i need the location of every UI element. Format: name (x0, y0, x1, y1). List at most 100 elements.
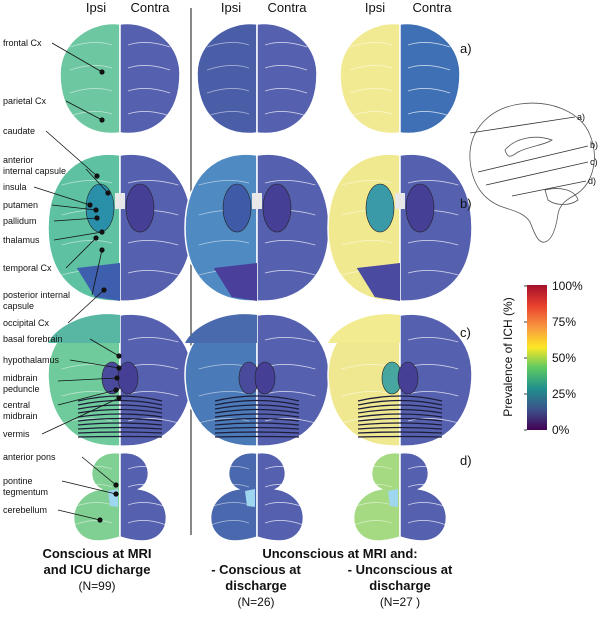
sulcus-line (210, 484, 250, 490)
sulcus-line (127, 88, 171, 94)
sulcus-line (264, 466, 304, 472)
sulcus-line (407, 240, 459, 246)
cut-line-b (477, 145, 589, 173)
folia-line (214, 404, 300, 410)
slice-b-contra-col3 (399, 153, 473, 302)
folia-line (357, 408, 443, 414)
colorbar-ticks (524, 285, 527, 431)
label-posterior-internal: posterior internal (3, 290, 70, 300)
sagittal-inner (504, 136, 553, 157)
sulcus-line (127, 418, 179, 424)
label-thalamus: thalamus (3, 235, 40, 245)
leader-dot-3 (105, 190, 111, 196)
leader-line-18 (57, 509, 101, 521)
leader-dot-7 (99, 229, 105, 235)
sagittal-label-b: b) (590, 140, 598, 150)
leader-dot-15 (116, 395, 122, 401)
sulcus-line (407, 88, 451, 94)
label-pontine: pontine (3, 476, 33, 486)
group2-right-line1: - Unconscious at (348, 562, 453, 577)
slice-a-ipsi-col1 (59, 22, 121, 135)
sulcus-line (69, 88, 113, 94)
group1-n: (N=99) (78, 579, 115, 593)
label-putamen: putamen (3, 200, 38, 210)
leader-line-15 (41, 397, 120, 435)
sulcus-line (264, 484, 304, 490)
colorbar: 100% 75% 50% 25% 0% Prevalence of ICH (%… (501, 279, 583, 437)
sulcus-line (407, 502, 447, 508)
sulcus-line (407, 270, 459, 276)
colorbar-tick-50: 50% (552, 351, 576, 365)
sulcus-line (353, 466, 393, 472)
sulcus-line (61, 180, 113, 186)
sulcus-line (127, 337, 179, 343)
leader-line-1 (65, 100, 103, 121)
region-leaders (33, 42, 122, 523)
forebrain-ipsi (48, 314, 120, 343)
occipital-ipsi (213, 263, 257, 301)
sulcus-line (206, 88, 250, 94)
group2-left-n: (N=26) (237, 595, 274, 609)
sulcus-line (127, 270, 179, 276)
column-headers: Ipsi Contra Ipsi Contra Ipsi Contra (86, 0, 452, 15)
folia-line (77, 404, 163, 410)
sulcus-line (127, 240, 179, 246)
group2-title: Unconscious at MRI and: (262, 546, 417, 561)
leader-dot-2 (94, 173, 100, 179)
header-contra-2: Contra (267, 0, 307, 15)
occipital-ipsi (76, 263, 120, 301)
folia-line (357, 399, 443, 406)
sulcus-line (407, 337, 459, 343)
sulcus-line (341, 418, 393, 424)
sulcus-line (73, 484, 113, 490)
slice-a-contra-col3 (399, 22, 461, 135)
sagittal-label-c: c) (590, 157, 598, 167)
folia-line (214, 399, 300, 406)
header-contra-3: Contra (412, 0, 452, 15)
header-ipsi-1: Ipsi (86, 0, 106, 15)
sulcus-line (264, 520, 304, 526)
folia-line (214, 417, 300, 422)
folia-line (357, 413, 443, 418)
header-contra-1: Contra (130, 0, 170, 15)
sulcus-line (127, 520, 167, 526)
label-anterior-pons: anterior pons (3, 452, 56, 462)
sagittal-label-a: a) (577, 112, 585, 122)
slice-c-contra-col3 (399, 313, 473, 447)
nuclei-contra (262, 183, 292, 233)
sulcus-line (127, 484, 167, 490)
sulcus-line (353, 520, 393, 526)
folia-line (214, 413, 300, 418)
slice-label-b: b) (460, 196, 472, 211)
folia-line (77, 413, 163, 418)
leader-dot-12 (116, 365, 122, 371)
midbrain-contra (397, 361, 419, 395)
folia-line (214, 426, 300, 430)
sulcus-line (341, 240, 393, 246)
sagittal-outline (469, 102, 595, 243)
label-capsule: capsule (3, 301, 34, 311)
label-cerebellum: cerebellum (3, 505, 47, 515)
sulcus-line (341, 180, 393, 186)
leader-line-8 (65, 237, 97, 269)
folia-line (77, 417, 163, 422)
label-vermis: vermis (3, 429, 30, 439)
slice-d-contra-col1 (119, 452, 168, 542)
occipital-ipsi (356, 263, 400, 301)
label-hypothalamus: hypothalamus (3, 355, 60, 365)
sulcus-line (264, 180, 316, 186)
sulcus-line (73, 502, 113, 508)
group1-title-line1: Conscious at MRI (42, 546, 151, 561)
leader-line-2 (45, 130, 98, 177)
folia-line (214, 422, 300, 426)
leader-line-14 (57, 389, 117, 406)
sulcus-line (407, 484, 447, 490)
sagittal-cerebellum (544, 188, 579, 205)
sulcus-line (264, 418, 316, 424)
leader-dot-11 (116, 353, 122, 359)
sulcus-line (198, 418, 250, 424)
nuclei-ipsi (222, 183, 252, 233)
sulcus-line (264, 270, 316, 276)
folia-line (214, 408, 300, 414)
sulcus-line (407, 418, 459, 424)
